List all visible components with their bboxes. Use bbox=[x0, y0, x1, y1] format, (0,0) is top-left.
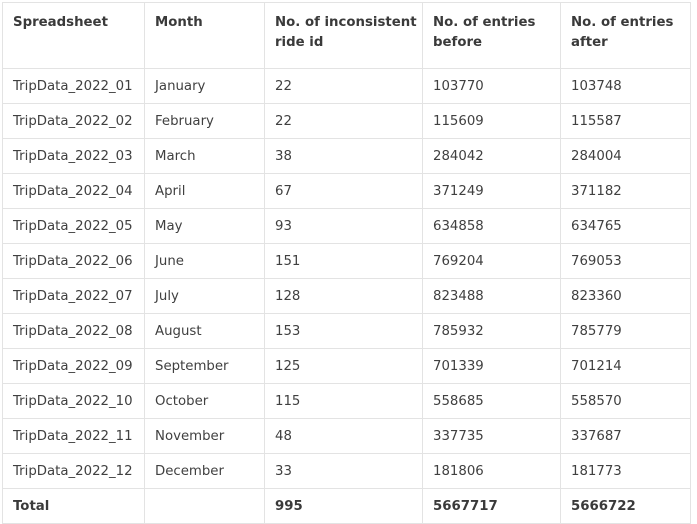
column-header-spreadsheet: Spreadsheet bbox=[2, 2, 145, 69]
cell-month: September bbox=[144, 348, 265, 384]
cell-inconsistent-ride-id: 153 bbox=[264, 313, 423, 349]
cell-month: October bbox=[144, 383, 265, 419]
table-row: TripData_2022_12 December 33 181806 181773 bbox=[2, 453, 691, 489]
cell-month: April bbox=[144, 173, 265, 209]
total-cell-month bbox=[144, 488, 265, 524]
cell-entries-before: 337735 bbox=[422, 418, 561, 454]
cell-month: March bbox=[144, 138, 265, 174]
cell-spreadsheet: TripData_2022_06 bbox=[2, 243, 145, 279]
cell-inconsistent-ride-id: 115 bbox=[264, 383, 423, 419]
cell-month: February bbox=[144, 103, 265, 139]
cell-inconsistent-ride-id: 67 bbox=[264, 173, 423, 209]
cell-entries-before: 785932 bbox=[422, 313, 561, 349]
table-row: TripData_2022_01 January 22 103770 103748 bbox=[2, 68, 691, 104]
cell-entries-after: 115587 bbox=[560, 103, 691, 139]
cell-entries-after: 284004 bbox=[560, 138, 691, 174]
cell-month: December bbox=[144, 453, 265, 489]
cell-entries-after: 371182 bbox=[560, 173, 691, 209]
cell-inconsistent-ride-id: 22 bbox=[264, 68, 423, 104]
cell-inconsistent-ride-id: 33 bbox=[264, 453, 423, 489]
cell-inconsistent-ride-id: 93 bbox=[264, 208, 423, 244]
cell-entries-after: 785779 bbox=[560, 313, 691, 349]
total-cell-entries-before: 5667717 bbox=[422, 488, 561, 524]
cell-spreadsheet: TripData_2022_09 bbox=[2, 348, 145, 384]
cell-month: November bbox=[144, 418, 265, 454]
table-row: TripData_2022_06 June 151 769204 769053 bbox=[2, 243, 691, 279]
table-row: TripData_2022_03 March 38 284042 284004 bbox=[2, 138, 691, 174]
table-row: TripData_2022_02 February 22 115609 115587 bbox=[2, 103, 691, 139]
cell-spreadsheet: TripData_2022_01 bbox=[2, 68, 145, 104]
cell-entries-before: 769204 bbox=[422, 243, 561, 279]
cell-spreadsheet: TripData_2022_05 bbox=[2, 208, 145, 244]
column-header-month: Month bbox=[144, 2, 265, 69]
cell-month: July bbox=[144, 278, 265, 314]
table-row: TripData_2022_10 October 115 558685 558570 bbox=[2, 383, 691, 419]
cell-spreadsheet: TripData_2022_11 bbox=[2, 418, 145, 454]
cell-entries-before: 823488 bbox=[422, 278, 561, 314]
column-header-inconsistent-ride-id: No. of inconsistent ride id bbox=[264, 2, 423, 69]
cell-entries-before: 115609 bbox=[422, 103, 561, 139]
cell-month: June bbox=[144, 243, 265, 279]
cell-month: August bbox=[144, 313, 265, 349]
table-row: TripData_2022_11 November 48 337735 337687 bbox=[2, 418, 691, 454]
cell-entries-before: 558685 bbox=[422, 383, 561, 419]
cell-entries-before: 181806 bbox=[422, 453, 561, 489]
cell-spreadsheet: TripData_2022_08 bbox=[2, 313, 145, 349]
total-cell-spreadsheet: Total bbox=[2, 488, 145, 524]
cell-spreadsheet: TripData_2022_07 bbox=[2, 278, 145, 314]
cell-entries-after: 701214 bbox=[560, 348, 691, 384]
cell-entries-after: 634765 bbox=[560, 208, 691, 244]
cell-entries-before: 634858 bbox=[422, 208, 561, 244]
cell-spreadsheet: TripData_2022_04 bbox=[2, 173, 145, 209]
cell-entries-after: 337687 bbox=[560, 418, 691, 454]
cell-spreadsheet: TripData_2022_02 bbox=[2, 103, 145, 139]
cell-entries-after: 823360 bbox=[560, 278, 691, 314]
column-header-entries-before: No. of entries before bbox=[422, 2, 561, 69]
total-row: Total 995 5667717 5666722 bbox=[2, 488, 691, 524]
cell-spreadsheet: TripData_2022_10 bbox=[2, 383, 145, 419]
cell-entries-before: 371249 bbox=[422, 173, 561, 209]
cell-entries-before: 284042 bbox=[422, 138, 561, 174]
cell-entries-before: 701339 bbox=[422, 348, 561, 384]
table-row: TripData_2022_05 May 93 634858 634765 bbox=[2, 208, 691, 244]
cell-inconsistent-ride-id: 48 bbox=[264, 418, 423, 454]
cell-entries-after: 181773 bbox=[560, 453, 691, 489]
cell-inconsistent-ride-id: 128 bbox=[264, 278, 423, 314]
cell-month: May bbox=[144, 208, 265, 244]
cell-inconsistent-ride-id: 22 bbox=[264, 103, 423, 139]
cell-spreadsheet: TripData_2022_12 bbox=[2, 453, 145, 489]
cell-inconsistent-ride-id: 38 bbox=[264, 138, 423, 174]
header-row: Spreadsheet Month No. of inconsistent ri… bbox=[2, 2, 691, 69]
total-cell-entries-after: 5666722 bbox=[560, 488, 691, 524]
cell-month: January bbox=[144, 68, 265, 104]
cell-inconsistent-ride-id: 125 bbox=[264, 348, 423, 384]
cell-entries-before: 103770 bbox=[422, 68, 561, 104]
table-row: TripData_2022_09 September 125 701339 701214 bbox=[2, 348, 691, 384]
cell-entries-after: 103748 bbox=[560, 68, 691, 104]
total-cell-inconsistent-ride-id: 995 bbox=[264, 488, 423, 524]
table-row: TripData_2022_04 April 67 371249 371182 bbox=[2, 173, 691, 209]
table-row: TripData_2022_07 July 128 823488 823360 bbox=[2, 278, 691, 314]
cell-spreadsheet: TripData_2022_03 bbox=[2, 138, 145, 174]
cell-entries-after: 769053 bbox=[560, 243, 691, 279]
table-row: TripData_2022_08 August 153 785932 785779 bbox=[2, 313, 691, 349]
table-body: TripData_2022_01 January 22 103770 103748 Tri… bbox=[2, 68, 691, 524]
column-header-entries-after: No. of entries after bbox=[560, 2, 691, 69]
cell-entries-after: 558570 bbox=[560, 383, 691, 419]
cell-inconsistent-ride-id: 151 bbox=[264, 243, 423, 279]
